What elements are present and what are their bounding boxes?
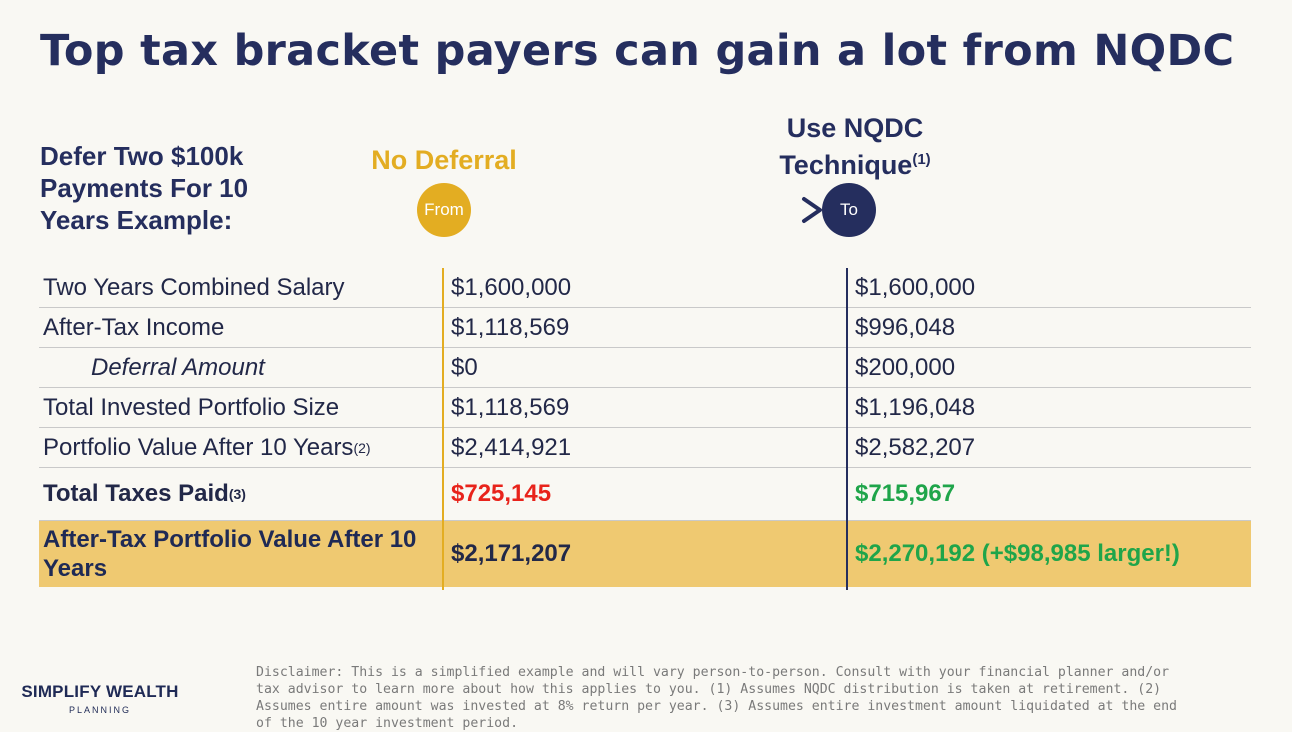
no-deferral-value: $2,171,207 [451,540,572,567]
logo-line1: SIMPLIFY WEALTH [21,682,179,701]
footnote-marker: (1) [912,151,931,168]
nqdc-value: $1,600,000 [855,273,976,301]
from-to-arrow-icon [450,197,822,223]
row-label: Two Years Combined Salary [43,273,345,301]
column-divider-navy [846,268,848,590]
page-title: Top tax bracket payers can gain a lot fr… [40,26,1235,76]
table-row: Two Years Combined Salary $1,600,000 $1,… [39,268,1251,308]
nqdc-result-value: $2,270,192 (+$98,985 larger!) [855,540,1180,567]
row-label: Total Taxes Paid (3) [43,480,246,507]
to-circle: To [822,183,876,237]
no-deferral-value: $2,414,921 [451,433,572,461]
row-label: Total Invested Portfolio Size [43,393,340,421]
table-row: Portfolio Value After 10 Years (2) $2,414… [39,428,1251,468]
logo: SIMPLIFY WEALTH PLANNING [20,682,180,715]
table-row-highlight: After-Tax Portfolio Value After 10 Years… [39,521,1251,587]
table-row: Deferral Amount $0 $200,000 [39,348,1251,388]
nqdc-value: $200,000 [855,353,956,381]
table-row: Total Taxes Paid (3) $725,145 $715,967 [39,468,1251,521]
no-deferral-value: $1,118,569 [451,393,570,421]
column-header-nqdc-line2: Technique [779,150,913,180]
nqdc-value: $996,048 [855,313,956,341]
footnote-marker: (3) [228,486,246,502]
footnote-marker: (2) [353,439,371,456]
no-deferral-value: $0 [451,353,478,381]
column-header-no-deferral: No Deferral [371,145,517,175]
row-label: Deferral Amount [91,353,265,381]
nqdc-value: $1,196,048 [855,393,976,421]
from-circle: From [417,183,471,237]
no-deferral-taxes-value: $725,145 [451,480,552,507]
row-label: Portfolio Value After 10 Years (2) [43,433,371,461]
row-label: After-Tax Income [43,313,225,341]
no-deferral-value: $1,118,569 [451,313,570,341]
column-header-nqdc: Use NQDC Technique(1) [735,112,975,181]
table-row: Total Invested Portfolio Size $1,118,569… [39,388,1251,428]
table-row: After-Tax Income $1,118,569 $996,048 [39,308,1251,348]
column-divider-gold [442,268,444,590]
no-deferral-value: $1,600,000 [451,273,572,301]
comparison-table: Two Years Combined Salary $1,600,000 $1,… [39,268,1251,587]
logo-line2: PLANNING [68,705,131,715]
row-label: After-Tax Portfolio Value After 10 Years [43,526,417,582]
nqdc-taxes-value: $715,967 [855,480,956,507]
nqdc-value: $2,582,207 [855,433,976,461]
column-header-nqdc-line1: Use NQDC [786,113,924,143]
example-label: Defer Two $100k Payments For 10 Years Ex… [40,141,249,235]
disclaimer: Disclaimer: This is a simplified example… [256,665,1177,731]
